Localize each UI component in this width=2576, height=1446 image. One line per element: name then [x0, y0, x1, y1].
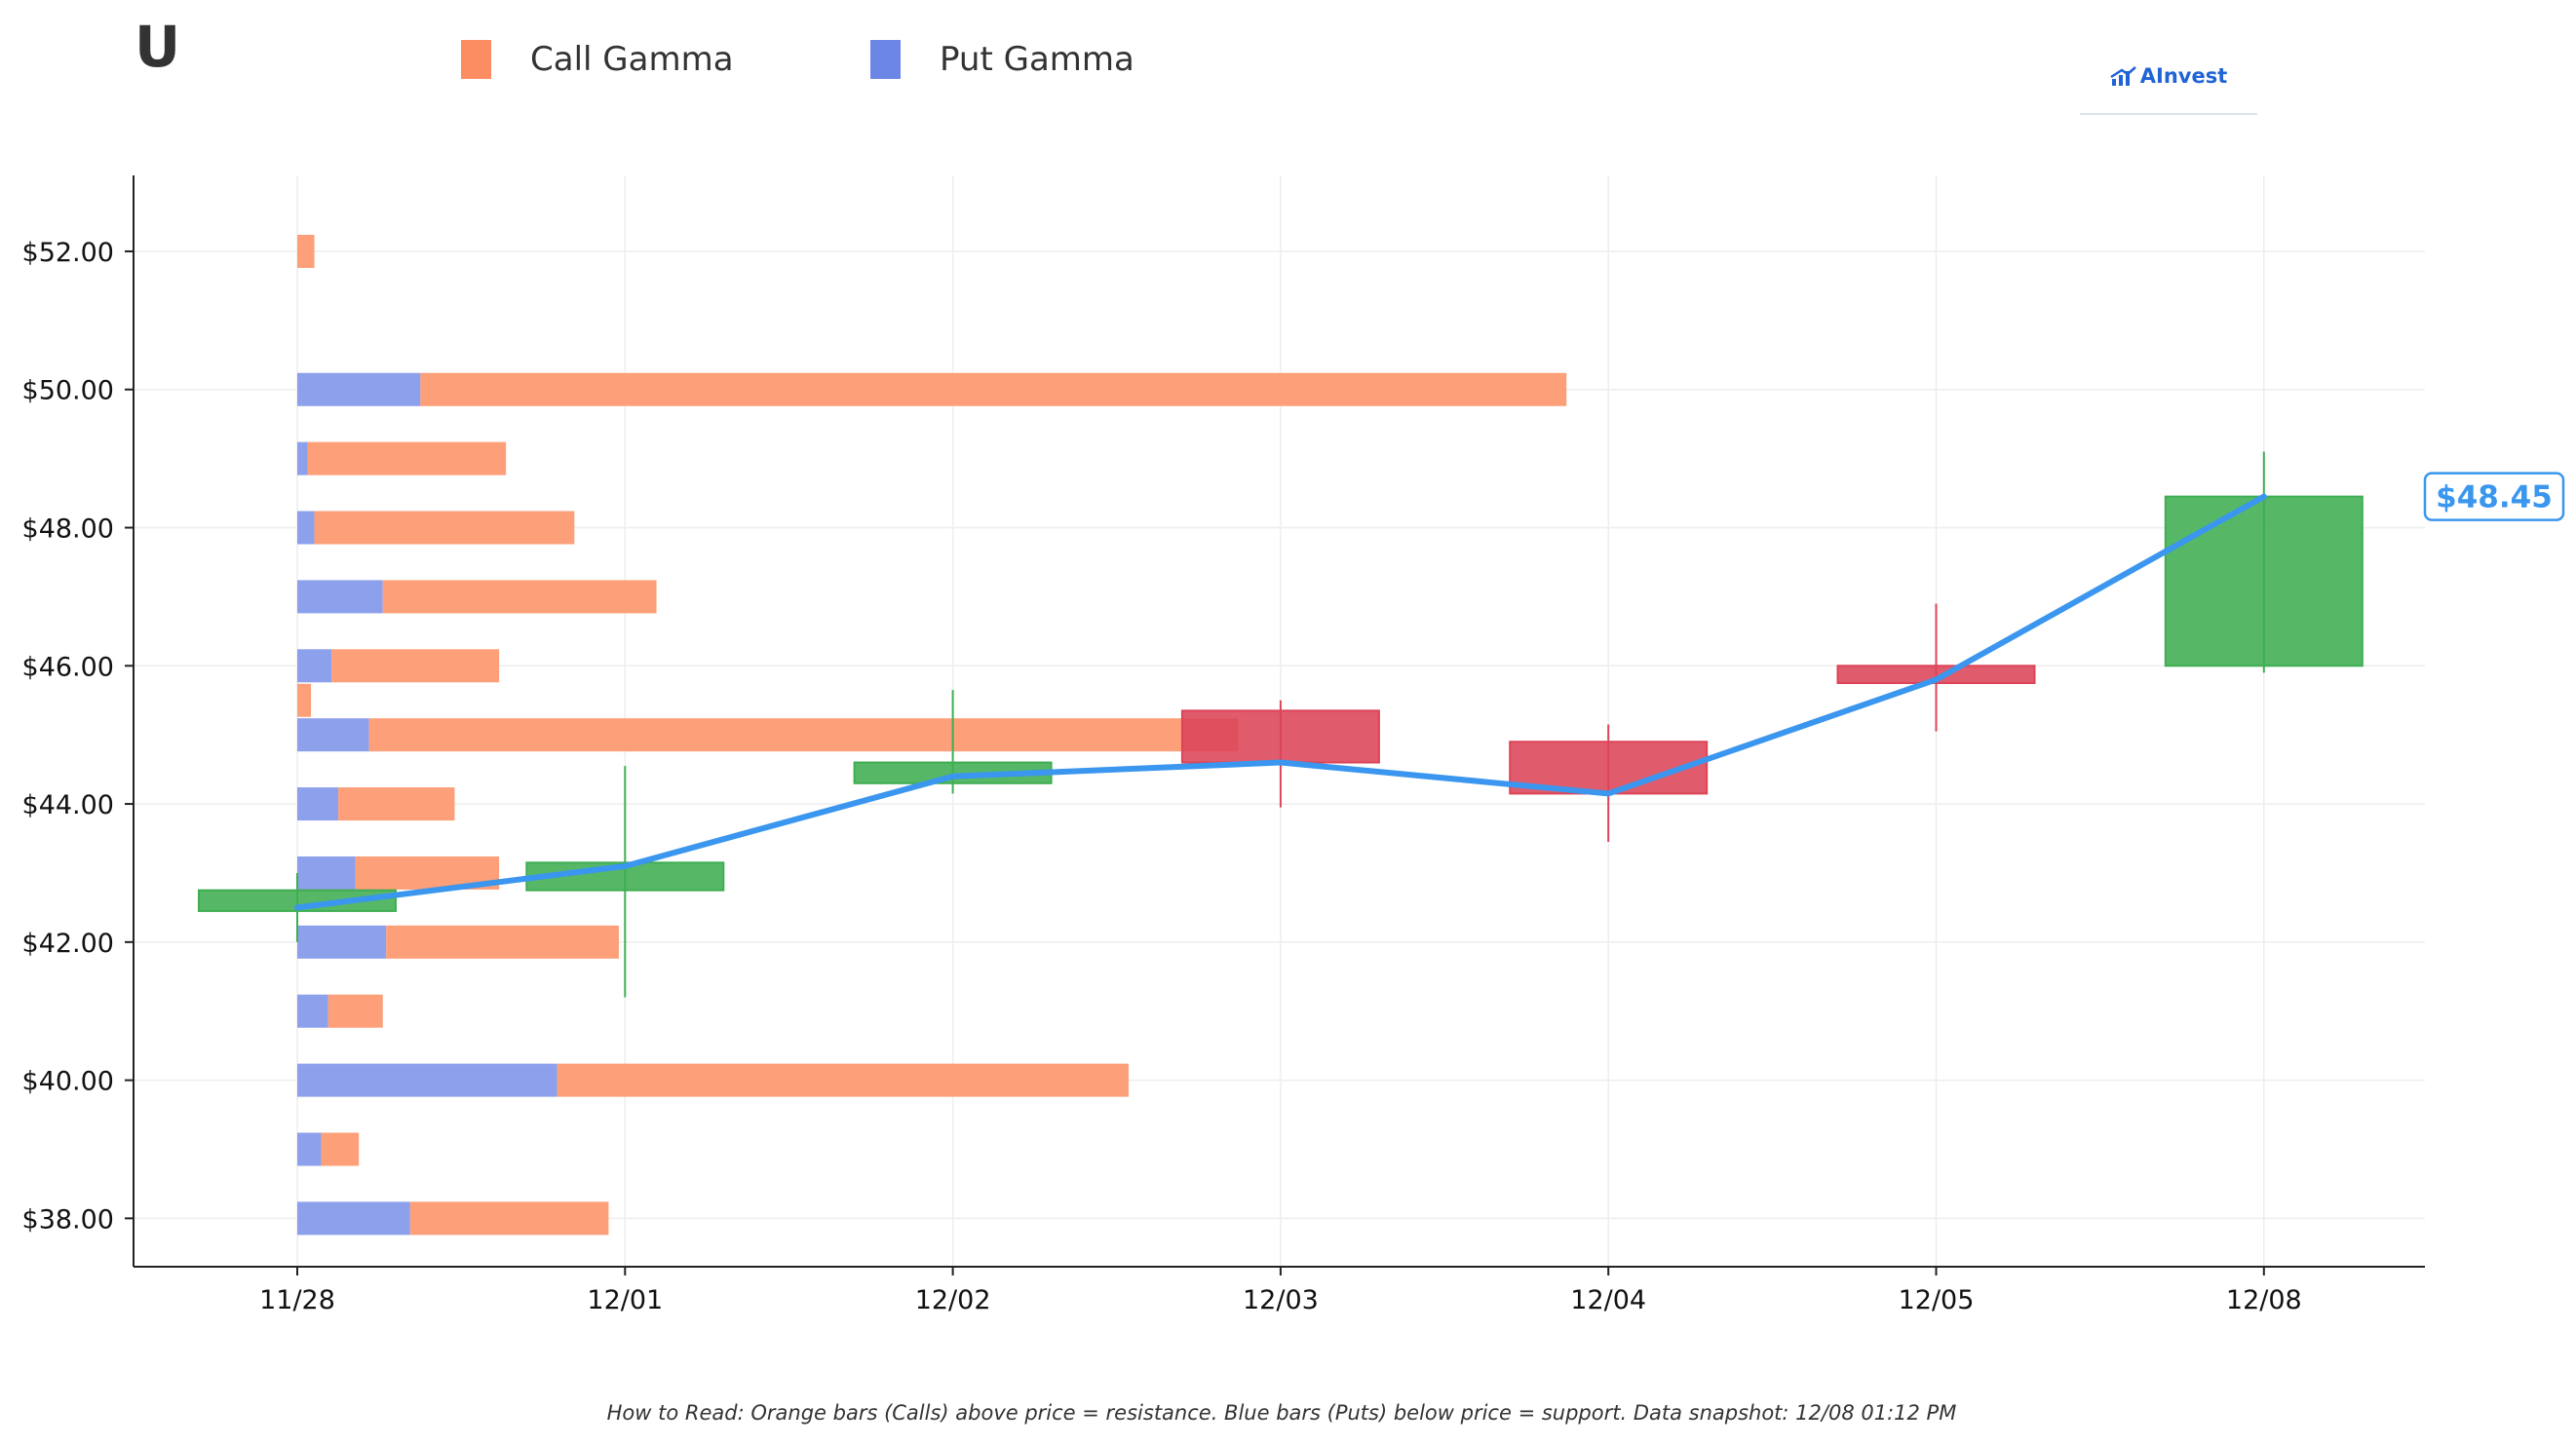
call-gamma-bar: [386, 925, 619, 959]
call-gamma-bar: [297, 683, 312, 717]
y-tick-label: $40.00: [22, 1067, 114, 1097]
put-gamma-bar: [297, 856, 356, 890]
call-gamma-bar: [331, 649, 500, 683]
put-gamma-bar: [297, 718, 369, 752]
y-tick-label: $38.00: [22, 1204, 114, 1235]
candle-body: [1836, 665, 2036, 685]
candle-body: [1180, 709, 1380, 764]
x-tick-label: 12/01: [587, 1285, 663, 1315]
y-tick-label: $50.00: [22, 376, 114, 406]
call-gamma-bar: [368, 718, 1239, 752]
axes: $38.00 $40.00 $42.00 $44.00 $46.00 $48.00 $50.…: [22, 175, 2425, 1315]
brand-name: AInvest: [2139, 64, 2228, 88]
y-tick-label: $48.00: [22, 514, 114, 545]
call-gamma-bar: [321, 1132, 360, 1166]
call-gamma-bar: [314, 511, 575, 545]
legend-call-label: Call Gamma: [530, 40, 734, 79]
legend-put-gamma: Put Gamma: [870, 35, 1134, 84]
put-gamma-bar: [297, 787, 339, 821]
call-gamma-bar: [327, 994, 383, 1028]
current-price-box: [2423, 472, 2565, 521]
call-gamma-bar: [307, 441, 507, 476]
legend-put-swatch: [870, 40, 901, 79]
brand-logo: AInvest: [2080, 39, 2257, 115]
call-gamma-bar: [338, 787, 455, 821]
price-label-group: $48.45: [2423, 472, 2565, 521]
call-gamma-bar: [297, 234, 315, 268]
current-price-label: $48.45: [2436, 480, 2553, 515]
put-gamma-bar: [297, 580, 383, 614]
call-gamma-bar: [382, 580, 657, 614]
put-gamma-bar: [297, 1132, 322, 1166]
legend-call-swatch: [461, 40, 491, 79]
put-gamma-bar: [297, 511, 315, 545]
y-tick-label: $52.00: [22, 238, 114, 268]
gamma-bars: [297, 234, 1567, 1236]
put-gamma-bar: [297, 925, 387, 959]
put-gamma-bar: [297, 1201, 410, 1236]
y-tick-label: $46.00: [22, 652, 114, 682]
x-tick-label: 12/05: [1899, 1285, 1975, 1315]
price-line: [294, 493, 2267, 911]
put-gamma-bar: [297, 1063, 557, 1097]
x-tick-label: 12/02: [915, 1285, 991, 1315]
call-gamma-bar: [420, 372, 1567, 406]
candle-body: [198, 889, 397, 912]
call-gamma-bar: [557, 1063, 1129, 1097]
legend-call-gamma: Call Gamma: [461, 35, 734, 84]
x-tick-label: 11/28: [259, 1285, 335, 1315]
candle-body: [2164, 495, 2364, 667]
put-gamma-bar: [297, 649, 332, 683]
put-gamma-bar: [297, 372, 421, 406]
price-line-group: [294, 493, 2267, 911]
x-tick-label: 12/08: [2226, 1285, 2302, 1315]
put-gamma-bar: [297, 994, 328, 1028]
y-tick-label: $42.00: [22, 929, 114, 959]
legend-put-label: Put Gamma: [940, 40, 1134, 79]
footnote: How to Read: Orange bars (Calls) above p…: [606, 1401, 1957, 1425]
candlesticks: [198, 451, 2364, 998]
y-tick-label: $44.00: [22, 790, 114, 820]
brand-chart-icon: [2110, 66, 2136, 86]
ticker-title: U: [135, 14, 181, 80]
call-gamma-bar: [409, 1201, 609, 1236]
x-tick-label: 12/04: [1570, 1285, 1646, 1315]
put-gamma-bar: [297, 441, 308, 476]
x-tick-label: 12/03: [1243, 1285, 1319, 1315]
